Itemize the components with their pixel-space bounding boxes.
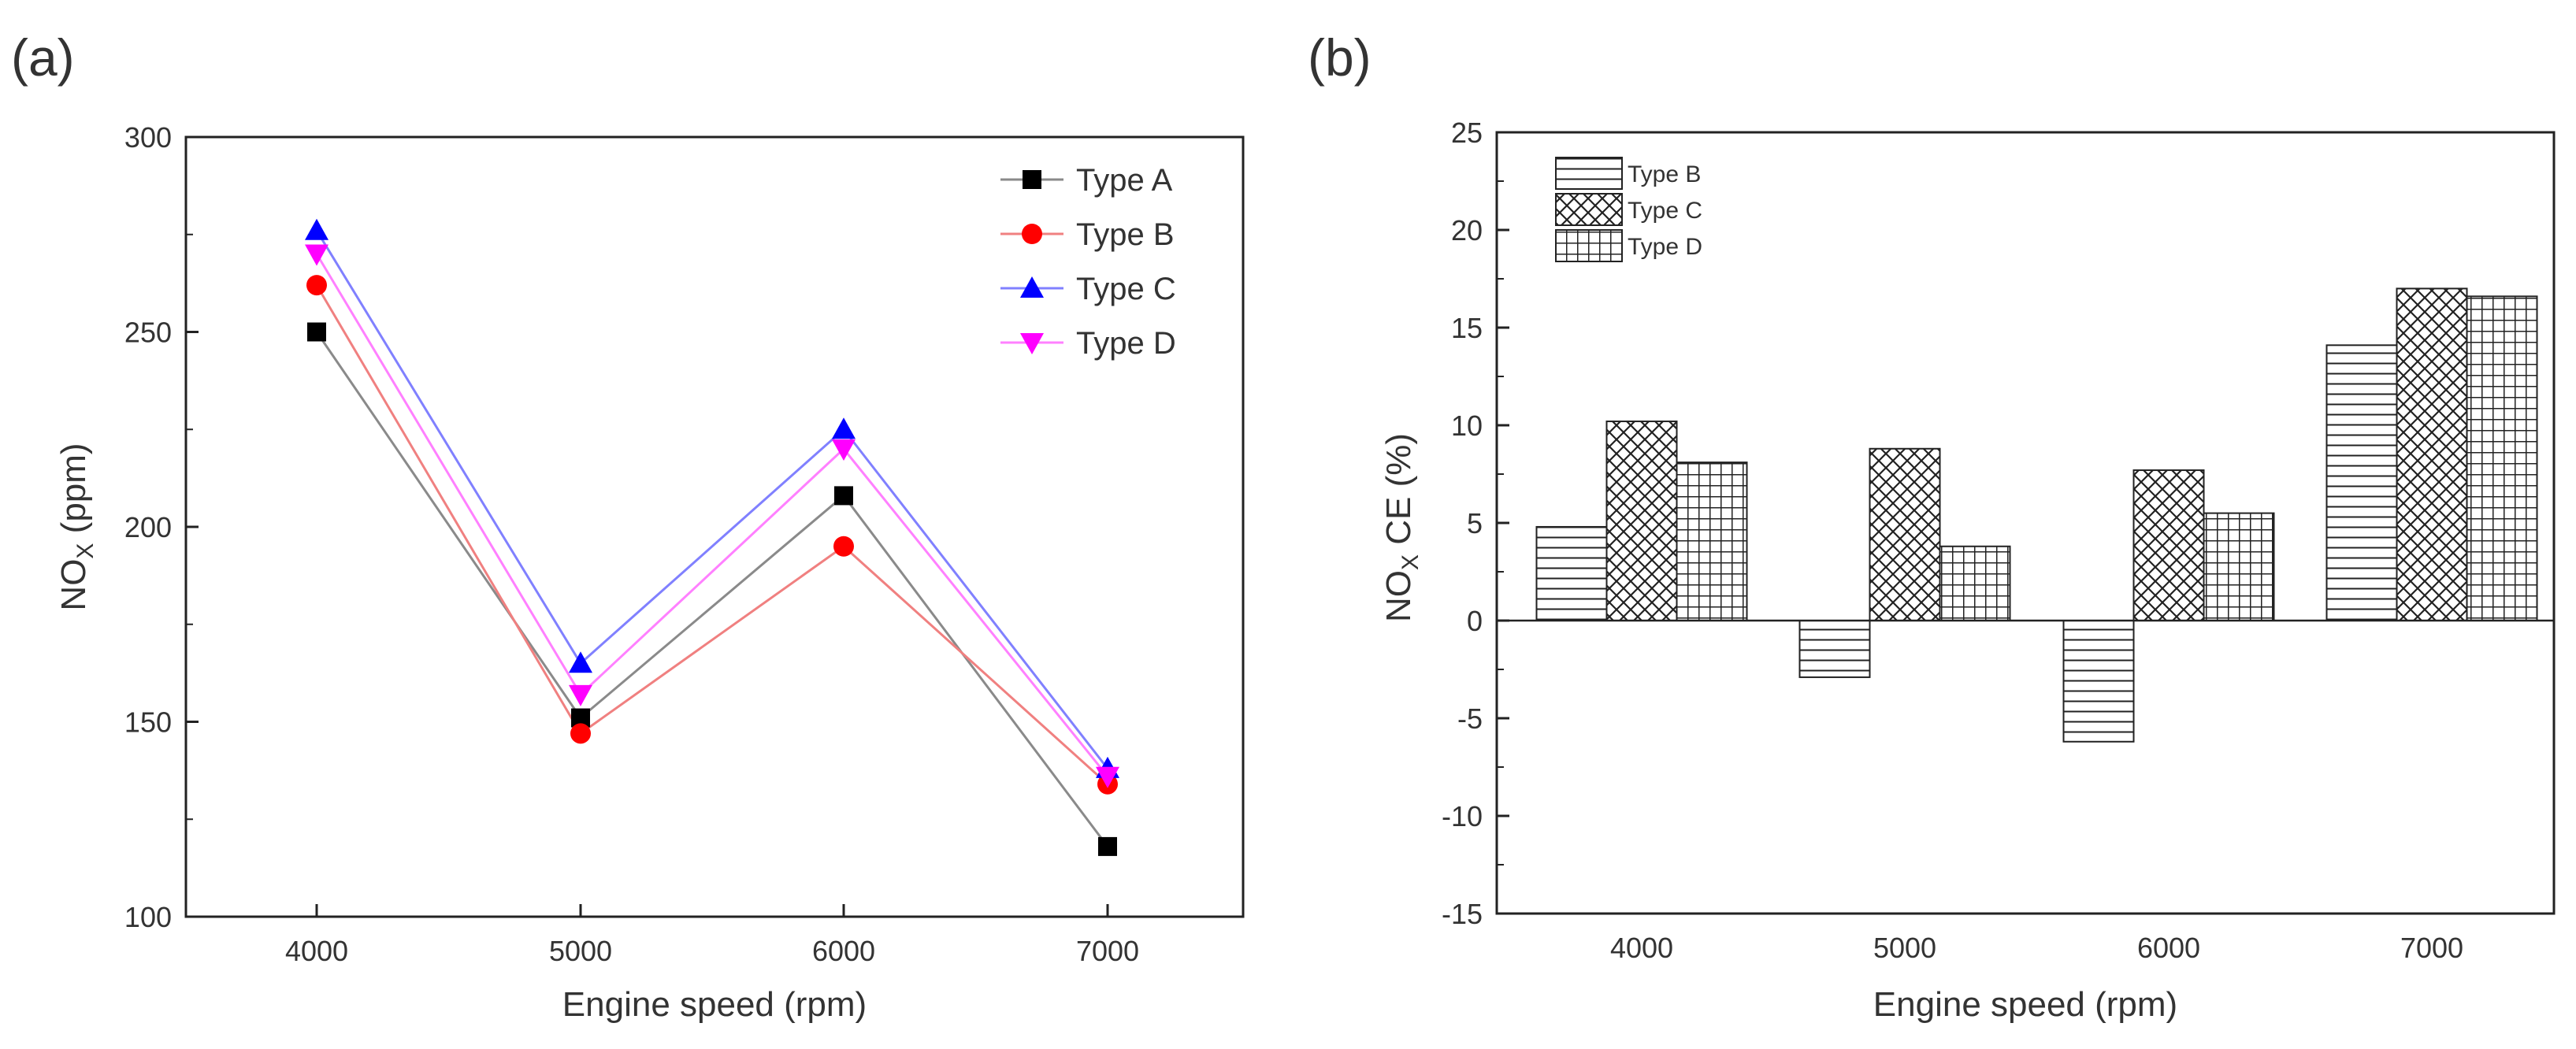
chart-b-legend-label: Type B bbox=[1628, 161, 1701, 187]
chart-b-bar bbox=[1869, 447, 1941, 622]
chart-b-bar bbox=[1605, 421, 1678, 621]
chart-a-plot-frame bbox=[184, 135, 1245, 918]
chart-a-markers bbox=[305, 218, 1119, 856]
chart-b: (b) -15 -10 -5 0 5 10 15 20 25 4000 5000 6000 7000 E… bbox=[1308, 28, 2556, 1024]
chart-a-data-point bbox=[1098, 836, 1117, 856]
chart-a-ticks: 100 150 200 250 300 4000 5000 6000 7000 bbox=[124, 121, 1139, 967]
chart-a-data-point bbox=[569, 684, 592, 706]
chart-b-legend-swatch bbox=[1555, 193, 1623, 226]
chart-a-y-title-tail: (ppm) bbox=[54, 443, 93, 543]
chart-b-x-axis-title: Engine speed (rpm) bbox=[1873, 985, 2177, 1024]
chart-b-ticks: -15 -10 -5 0 5 10 15 20 25 4000 5000 6000 7000 bbox=[1442, 117, 2463, 964]
chart-b-plot-frame bbox=[1495, 131, 2556, 915]
chart-b-y-tick-label: 15 bbox=[1451, 312, 1483, 344]
chart-b-bar bbox=[2325, 344, 2398, 621]
chart-a-x-tick-label: 7000 bbox=[1076, 935, 1139, 967]
chart-b-legend-label: Type C bbox=[1628, 198, 1702, 224]
chart-a-data-point bbox=[570, 723, 591, 744]
chart-b-x-tick-label: 7000 bbox=[2400, 932, 2463, 964]
chart-a-data-point bbox=[834, 486, 853, 506]
chart-b-y-tick-label: -5 bbox=[1457, 702, 1483, 735]
chart-b-bar bbox=[1676, 461, 1748, 621]
chart-a-y-axis-title: NOX (ppm) bbox=[54, 443, 98, 610]
chart-b-bar bbox=[2466, 295, 2538, 621]
chart-a-legend-label: Type A bbox=[1076, 163, 1173, 198]
chart-a-data-point bbox=[305, 244, 328, 266]
chart-a-y-tick-label: 250 bbox=[124, 317, 172, 349]
chart-a-y-tick-label: 150 bbox=[124, 706, 172, 739]
chart-b-legend-label: Type D bbox=[1628, 234, 1702, 260]
chart-b-bars bbox=[1535, 287, 2538, 743]
chart-a-y-tick-label: 100 bbox=[124, 901, 172, 933]
chart-a-legend: Type A Type B Type C Type D bbox=[1000, 163, 1176, 361]
chart-b-y-tick-label: 10 bbox=[1451, 410, 1483, 442]
chart-b-y-axis-title: NOX CE (%) bbox=[1379, 433, 1423, 622]
chart-a-y-tick-label: 200 bbox=[124, 511, 172, 543]
chart-a-legend-marker bbox=[1023, 170, 1041, 189]
chart-b-bar bbox=[1939, 545, 2011, 622]
chart-a-x-tick-label: 6000 bbox=[812, 935, 875, 967]
chart-b-y-tick-label: 0 bbox=[1467, 605, 1483, 637]
chart-a-legend-marker bbox=[1020, 333, 1044, 354]
chart-a-y-title-main: NO bbox=[54, 559, 93, 611]
chart-a-data-point bbox=[569, 651, 592, 673]
chart-b-bar bbox=[2132, 469, 2205, 621]
chart-a-data-point bbox=[1096, 766, 1119, 788]
chart-a-x-axis-title: Engine speed (rpm) bbox=[562, 985, 867, 1024]
chart-a-series-line bbox=[315, 230, 1109, 769]
chart-b-y-tick-label: 20 bbox=[1451, 214, 1483, 246]
chart-b-y-tick-label: 5 bbox=[1467, 507, 1483, 539]
chart-a-series-line bbox=[315, 284, 1109, 785]
chart-a: (a) 100 150 200 250 300 4000 5000 6000 7000 Engi… bbox=[11, 28, 1245, 1024]
chart-a-series-line bbox=[315, 331, 1109, 847]
chart-a-x-tick-label: 4000 bbox=[285, 935, 348, 967]
chart-b-x-tick-label: 6000 bbox=[2137, 932, 2200, 964]
chart-a-y-tick-label: 300 bbox=[124, 121, 172, 154]
chart-a-data-point bbox=[833, 536, 854, 557]
chart-b-legend-swatch bbox=[1555, 157, 1623, 190]
chart-a-legend-marker bbox=[1020, 276, 1044, 298]
chart-b-legend-swatch bbox=[1555, 229, 1623, 262]
chart-b-bar bbox=[2396, 287, 2468, 621]
chart-b-y-title-tail: CE (%) bbox=[1379, 433, 1418, 554]
chart-a-legend-label: Type C bbox=[1076, 272, 1176, 306]
chart-a-series-line bbox=[315, 253, 1109, 777]
chart-a-legend-label: Type D bbox=[1076, 326, 1176, 361]
chart-b-x-tick-label: 5000 bbox=[1873, 932, 1936, 964]
chart-a-data-point bbox=[305, 218, 328, 240]
chart-b-y-tick-label: -15 bbox=[1442, 898, 1483, 930]
chart-b-y-tick-label: 25 bbox=[1451, 117, 1483, 149]
chart-b-bar bbox=[1798, 620, 1871, 678]
chart-a-legend-marker bbox=[1022, 224, 1042, 244]
chart-a-y-title-sub: X bbox=[72, 543, 98, 559]
panel-label-b: (b) bbox=[1308, 28, 1372, 87]
chart-a-data-point bbox=[306, 275, 327, 296]
chart-a-x-tick-label: 5000 bbox=[549, 935, 612, 967]
chart-b-x-tick-label: 4000 bbox=[1610, 932, 1673, 964]
chart-a-data-point bbox=[832, 439, 856, 461]
chart-b-bar bbox=[1535, 525, 1608, 622]
chart-b-y-title-main: NO bbox=[1379, 570, 1418, 622]
panel-label-a: (a) bbox=[11, 28, 75, 87]
chart-b-bar bbox=[2203, 512, 2275, 621]
chart-a-lines bbox=[315, 230, 1109, 847]
chart-a-legend-label: Type B bbox=[1076, 217, 1175, 252]
chart-a-data-point bbox=[832, 417, 856, 439]
chart-b-bar bbox=[2062, 620, 2135, 743]
chart-b-y-tick-label: -10 bbox=[1442, 800, 1483, 832]
chart-a-data-point bbox=[307, 322, 326, 342]
chart-b-legend: Type B Type C Type D bbox=[1555, 157, 1702, 262]
chart-b-y-title-sub: X bbox=[1397, 554, 1423, 570]
